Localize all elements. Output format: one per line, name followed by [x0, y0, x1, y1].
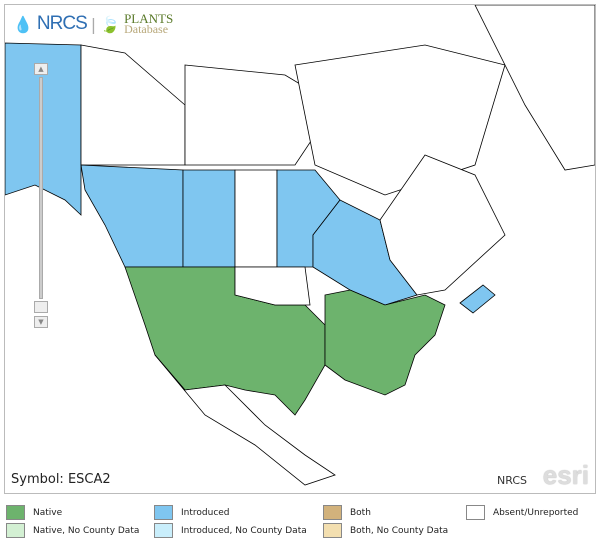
legend-introduced: Introduced	[154, 505, 230, 520]
zoom-handle[interactable]	[34, 301, 48, 313]
map-credit: NRCS	[497, 474, 527, 487]
legend-introduced-no-county: Introduced, No County Data	[154, 523, 307, 538]
legend-label: Introduced, No County Data	[181, 525, 307, 536]
zoom-slider[interactable]: ▲ ▼	[34, 63, 48, 328]
region-us-north-plains	[234, 266, 311, 306]
legend-label: Native, No County Data	[33, 525, 140, 536]
region-alberta	[182, 169, 236, 268]
region-british-columbia	[80, 164, 184, 268]
distribution-map[interactable]	[5, 5, 595, 493]
region-nunavut	[294, 44, 506, 196]
esri-logo: esri	[542, 460, 589, 490]
region-nova-scotia	[459, 284, 496, 314]
leaf-icon: 🍃	[100, 14, 121, 34]
zoom-track[interactable]	[39, 77, 43, 299]
region-yukon	[80, 44, 186, 166]
legend-swatch	[466, 505, 485, 520]
database-title: PLANTS	[124, 11, 174, 26]
legend-swatch	[323, 505, 342, 520]
legend-label: Absent/Unreported	[493, 507, 579, 518]
legend-absent: Absent/Unreported	[466, 505, 578, 520]
region-quebec	[379, 154, 506, 296]
water-drop-icon: 💧	[13, 14, 33, 34]
legend-label: Both, No County Data	[350, 525, 449, 536]
legend-both-no-county: Both, No County Data	[323, 523, 448, 538]
legend-swatch	[154, 505, 173, 520]
region-us-east-native	[324, 289, 446, 396]
nrcs-plants-logo: 💧 NRCS | 🍃 PLANTS Database	[13, 11, 174, 36]
zoom-out-button[interactable]: ▼	[34, 316, 48, 328]
region-saskatchewan	[234, 169, 278, 268]
symbol-label: Symbol: ESCA2	[11, 472, 111, 487]
legend-native-no-county: Native, No County Data	[6, 523, 139, 538]
legend-label: Native	[33, 507, 63, 518]
zoom-in-button[interactable]: ▲	[34, 63, 48, 75]
legend-label: Both	[350, 507, 371, 518]
region-greenland	[474, 5, 595, 171]
legend-swatch	[154, 523, 173, 538]
legend-swatch	[6, 505, 25, 520]
region-mexico	[154, 354, 336, 486]
map-panel[interactable]: 💧 NRCS | 🍃 PLANTS Database ▲ ▼ Symbol: ES…	[4, 4, 596, 494]
legend-label: Introduced	[181, 507, 230, 518]
legend-both: Both	[323, 505, 371, 520]
database-subtitle: Database	[124, 22, 169, 36]
legend-swatch	[323, 523, 342, 538]
legend-native: Native	[6, 505, 62, 520]
legend-swatch	[6, 523, 25, 538]
agency-logo-text: NRCS	[36, 13, 88, 34]
